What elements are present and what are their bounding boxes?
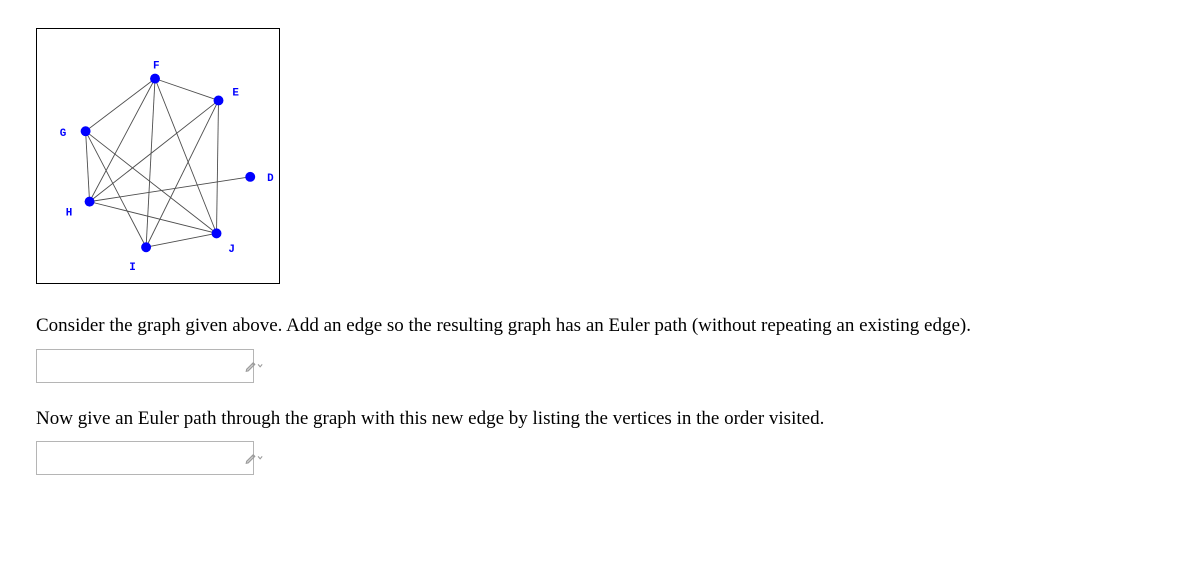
graph-edge bbox=[90, 100, 219, 201]
answer-1-input[interactable] bbox=[45, 357, 245, 375]
graph-edge bbox=[90, 177, 251, 202]
graph-label-I: I bbox=[129, 262, 136, 274]
graph-node-F bbox=[150, 74, 160, 84]
graph-edge bbox=[86, 131, 147, 247]
graph-label-H: H bbox=[66, 208, 73, 220]
graph-node-H bbox=[85, 197, 95, 207]
graph-edge bbox=[155, 79, 218, 101]
graph-node-G bbox=[81, 126, 91, 136]
graph-label-F: F bbox=[153, 61, 160, 73]
graph-label-J: J bbox=[228, 244, 235, 256]
graph-node-J bbox=[212, 228, 222, 238]
graph-edge bbox=[217, 100, 219, 233]
graph-figure: F E G D H J I bbox=[36, 28, 280, 284]
graph-node-D bbox=[245, 172, 255, 182]
answer-2-field-wrap[interactable] bbox=[36, 441, 254, 475]
graph-label-E: E bbox=[232, 88, 239, 100]
graph-node-E bbox=[214, 96, 224, 106]
graph-node-I bbox=[141, 242, 151, 252]
graph-edge bbox=[86, 131, 90, 201]
answer-2-input[interactable] bbox=[45, 449, 245, 467]
question-1-text: Consider the graph given above. Add an e… bbox=[36, 312, 1164, 341]
answer-1-field-wrap[interactable] bbox=[36, 349, 254, 383]
graph-label-D: D bbox=[267, 173, 274, 185]
question-2-text: Now give an Euler path through the graph… bbox=[36, 405, 1164, 434]
graph-label-G: G bbox=[60, 128, 67, 140]
graph-edge bbox=[146, 79, 155, 248]
graph-edge bbox=[146, 233, 216, 247]
equation-editor-icon[interactable] bbox=[245, 451, 263, 465]
graph-edge bbox=[90, 79, 155, 202]
equation-editor-icon[interactable] bbox=[245, 359, 263, 373]
graph-edge bbox=[86, 79, 155, 132]
graph-edge bbox=[90, 202, 217, 234]
